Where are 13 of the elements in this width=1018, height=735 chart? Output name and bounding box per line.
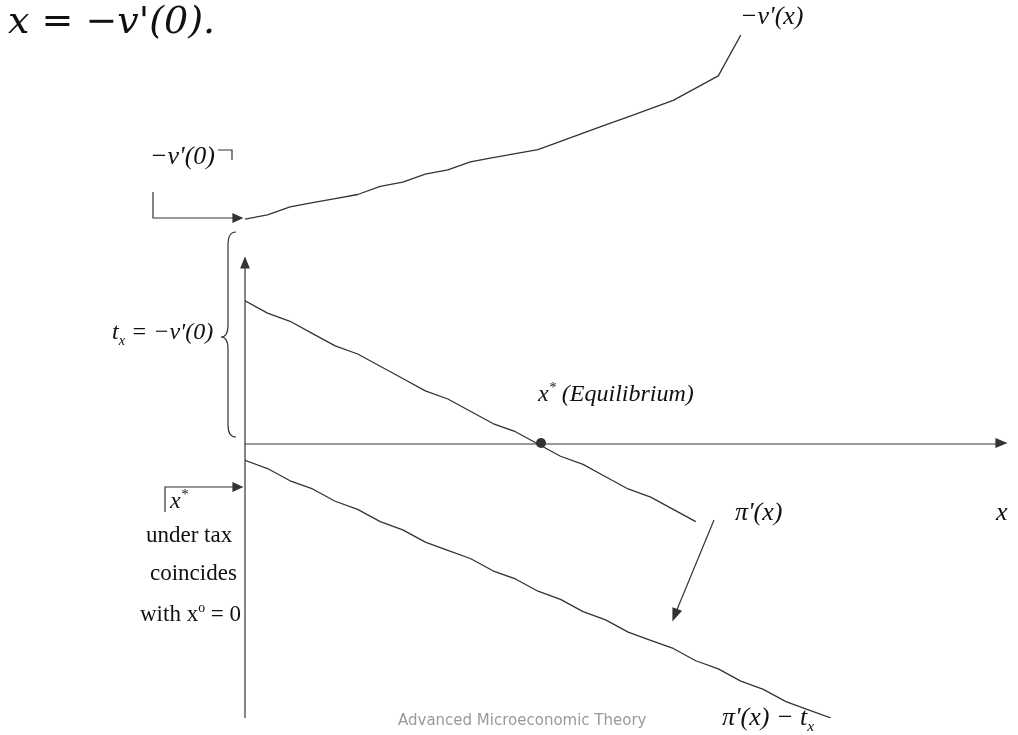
annotation: Advanced Microeconomic Theory (398, 711, 647, 729)
x-axis-title: x (996, 497, 1008, 527)
text: under tax (146, 522, 233, 548)
text: t$_{x}$ = −v'(0) (112, 318, 214, 349)
series-label: π'(x) − t$_{x}$ (722, 702, 815, 735)
series-label: π'(x) (735, 497, 783, 527)
text: x$^{*}$ (170, 486, 188, 514)
chart-title: x = −v'(0). (8, 0, 216, 42)
text: coincides (150, 560, 237, 586)
text: −v'(0) (150, 141, 215, 171)
series-label: −v'(x) (740, 1, 804, 31)
text: with x$^{o}$ = 0 (140, 600, 242, 626)
annotation: x$^{*}$ (Equilibrium) (538, 379, 694, 407)
